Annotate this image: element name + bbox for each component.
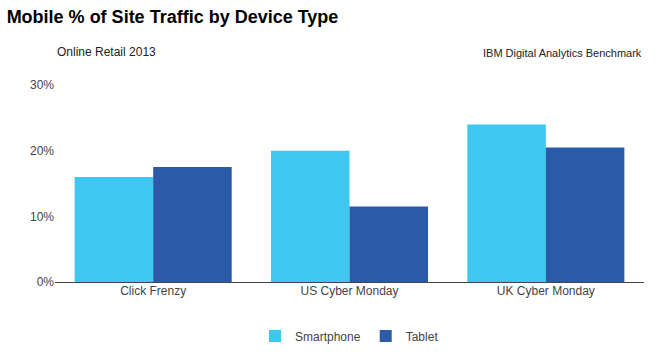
svg-text:Click Frenzy: Click Frenzy: [120, 284, 186, 298]
svg-text:10%: 10%: [30, 210, 54, 224]
svg-text:Tablet: Tablet: [406, 330, 439, 344]
svg-text:Online Retail 2013: Online Retail 2013: [57, 45, 156, 59]
svg-text:0%: 0%: [37, 275, 55, 289]
svg-text:Mobile % of Site Traffic by De: Mobile % of Site Traffic by Device Type: [7, 7, 339, 27]
svg-text:US Cyber Monday: US Cyber Monday: [300, 284, 398, 298]
svg-text:Smartphone: Smartphone: [295, 330, 361, 344]
svg-text:UK Cyber Monday: UK Cyber Monday: [497, 284, 595, 298]
svg-text:20%: 20%: [30, 144, 54, 158]
svg-text:IBM Digital Analytics Benchmar: IBM Digital Analytics Benchmark: [483, 47, 642, 59]
svg-text:30%: 30%: [30, 78, 54, 92]
